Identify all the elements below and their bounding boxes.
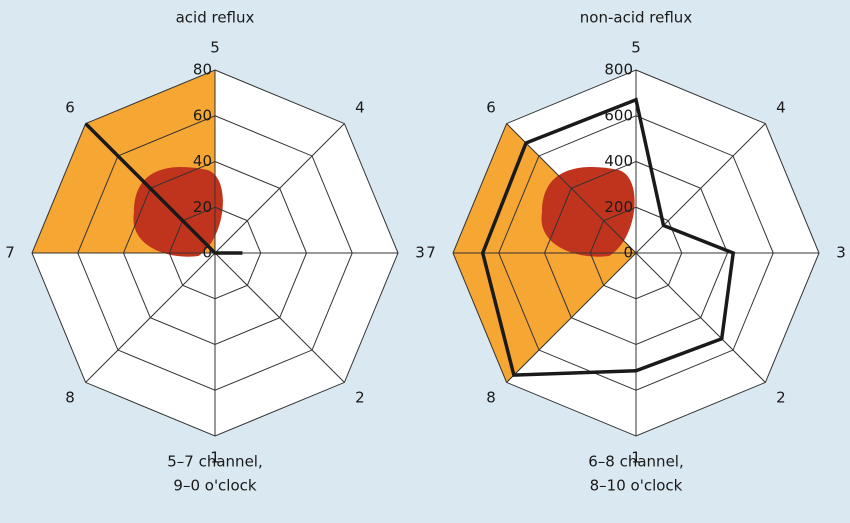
lesion	[541, 166, 635, 257]
axis-label: 8	[486, 388, 496, 406]
caption: 6–8 channel,	[588, 453, 683, 471]
highlight-sector	[453, 253, 636, 383]
axis-label: 2	[355, 388, 365, 406]
chart-title: non-acid reflux	[580, 9, 693, 27]
axis-label: 3	[415, 244, 425, 262]
lesion	[133, 166, 223, 257]
r-tick-label: 800	[604, 61, 633, 79]
spoke	[214, 252, 345, 383]
chart-title: acid reflux	[176, 9, 255, 27]
r-tick-label: 600	[604, 106, 633, 124]
r-tick-label: 20	[193, 198, 212, 216]
caption: 9–0 o'clock	[173, 477, 256, 495]
axis-label: 5	[631, 39, 641, 57]
axis-label: 7	[5, 244, 15, 262]
r-tick-label: 40	[193, 152, 212, 170]
axis-label: 1	[210, 449, 220, 467]
axis-label: 3	[836, 244, 846, 262]
r-tick-label: 400	[604, 152, 633, 170]
caption: 5–7 channel,	[167, 453, 262, 471]
axis-label: 8	[65, 388, 75, 406]
axis-label: 6	[486, 99, 496, 117]
axis-label: 4	[776, 99, 786, 117]
spoke	[214, 123, 345, 254]
caption: 8–10 o'clock	[590, 477, 683, 495]
axis-label: 2	[776, 388, 786, 406]
spoke	[635, 123, 766, 254]
radar-1: non-acid reflux 5 4 3 2 1 8 7 6 0 200 400 600 800 6–8 …	[426, 9, 846, 495]
axis-label: 6	[65, 99, 75, 117]
r-tick-label: 80	[193, 61, 212, 79]
spoke	[506, 123, 637, 254]
axis-label: 7	[426, 244, 436, 262]
series-line	[480, 97, 736, 377]
axis-label: 1	[631, 449, 641, 467]
series-line	[84, 122, 243, 255]
spoke	[635, 252, 766, 383]
r-tick-label: 60	[193, 106, 212, 124]
spoke	[506, 252, 637, 383]
axis-label: 5	[210, 39, 220, 57]
r-tick-label: 0	[623, 244, 633, 262]
axis-label: 4	[355, 99, 365, 117]
spoke	[85, 252, 216, 383]
r-tick-label: 200	[604, 198, 633, 216]
r-tick-label: 0	[202, 244, 212, 262]
